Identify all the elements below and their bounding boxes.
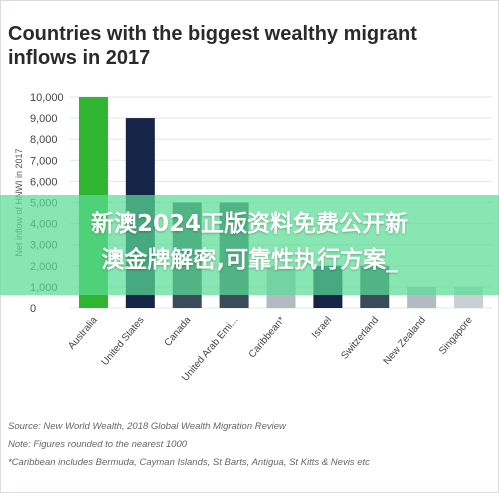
x-tick-label: United States [100,315,147,368]
overlay-banner-text: 新澳2024正版资料免费公开新 澳金牌解密,可靠性执行方案_ [0,206,499,278]
x-tick-label: Australia [66,315,100,352]
y-tick-label: 9,000 [30,113,58,125]
y-tick-label: 6,000 [30,176,58,188]
y-tick-label: 10,000 [30,92,64,104]
x-tick-label: Israel [310,315,334,341]
chart-title-line-2: inflows in 2017 [8,47,151,69]
overlay-line-1: 新澳2024正版资料免费公开新 [90,211,408,237]
y-tick-label: 8,000 [30,134,58,146]
x-tick-label: Canada [163,315,194,349]
y-tick-label: 0 [30,303,36,315]
rounding-note: Note: Figures rounded to the nearest 100… [8,439,188,450]
overlay-line-2: 澳金牌解密,可靠性执行方案_ [101,247,398,273]
chart-title-line-1: Countries with the biggest wealthy migra… [8,23,417,45]
x-tick-label: Switzerland [339,315,381,362]
x-tick-label: Singapore [437,315,475,357]
x-tick-label: New Zealand [382,315,428,367]
caribbean-note: *Caribbean includes Bermuda, Cayman Isla… [8,457,370,468]
overlay-banner [0,195,499,295]
footnotes: Source: New World Wealth, 2018 Global We… [8,418,488,472]
chart-title: Countries with the biggest wealthy migra… [8,22,478,70]
y-tick-label: 7,000 [30,155,58,167]
x-tick-label: Caribbean* [247,315,288,360]
source-note: Source: New World Wealth, 2018 Global We… [8,421,286,432]
